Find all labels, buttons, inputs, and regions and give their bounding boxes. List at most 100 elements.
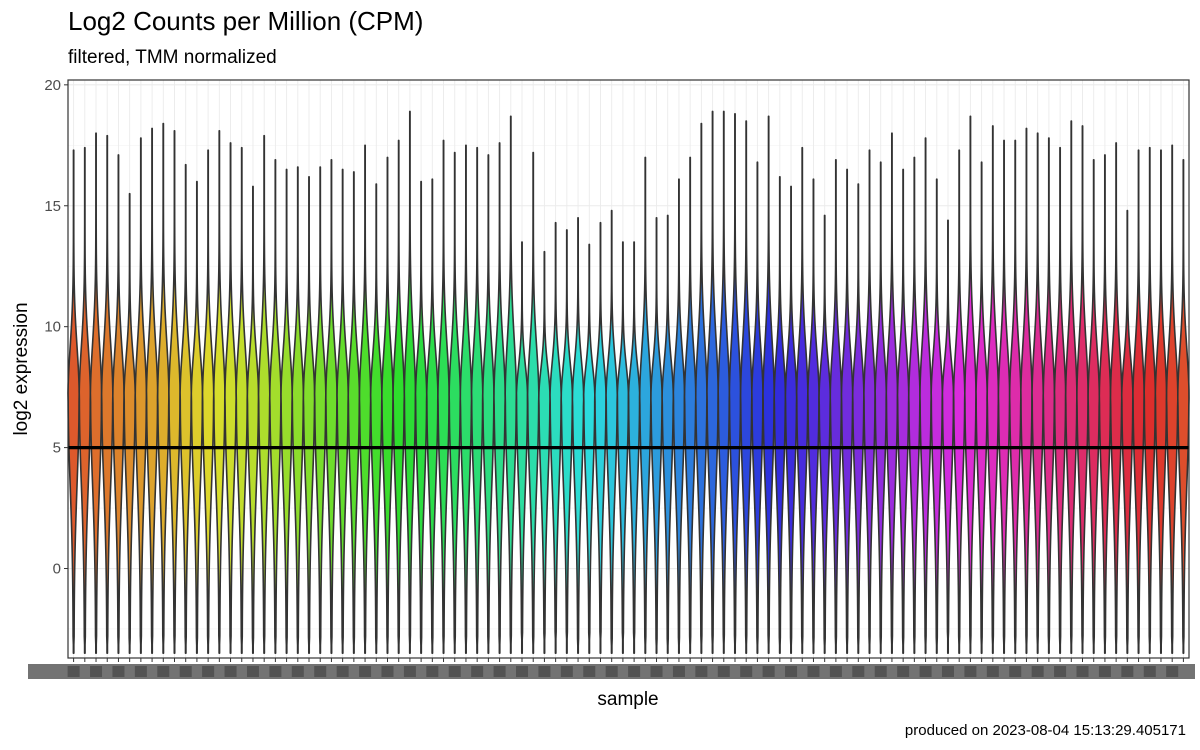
y-tick-label: 10 [44, 319, 61, 336]
x-tick-label-smudge [336, 666, 349, 677]
x-axis-title: sample [597, 689, 658, 710]
x-tick-label-smudge [1031, 666, 1044, 677]
x-tick-label-smudge [650, 666, 663, 677]
x-tick-label-smudge [538, 666, 551, 677]
violin [100, 134, 114, 654]
x-tick-label-smudge [762, 666, 775, 677]
y-axis: 0 5 10 15 20 [44, 77, 68, 578]
x-tick-label-smudge [717, 666, 730, 677]
violin [257, 134, 271, 654]
x-tick-label-smudge [1166, 666, 1179, 677]
x-tick-label-smudge [829, 666, 842, 677]
violin [336, 168, 350, 654]
x-tick-label-smudge [381, 666, 394, 677]
x-tick-label-smudge [897, 666, 910, 677]
x-tick-label-smudge [202, 666, 215, 677]
violin [683, 156, 697, 654]
x-tick-label-smudge [269, 666, 282, 677]
violin [851, 183, 865, 654]
violin [739, 120, 753, 654]
violin [67, 149, 80, 654]
x-tick-label-smudge [157, 666, 170, 677]
violin [650, 217, 663, 654]
violin [762, 115, 776, 654]
x-tick-label-smudge [986, 666, 999, 677]
violin [448, 151, 462, 654]
x-tick-label-smudge [1098, 666, 1111, 677]
violin-layer [67, 110, 1190, 654]
x-tick-label-smudge [852, 666, 865, 677]
violin [1132, 149, 1145, 654]
violin [190, 180, 204, 654]
violin [1098, 154, 1112, 654]
violin [594, 221, 607, 654]
x-tick-label-smudge [874, 666, 887, 677]
x-tick-label-smudge [67, 666, 80, 677]
x-tick-label-smudge [134, 666, 147, 677]
violin [145, 127, 159, 654]
panel-border [67, 79, 1190, 659]
x-tick-label-smudge [941, 666, 954, 677]
violin [885, 132, 899, 654]
x-tick-label-smudge [1054, 666, 1067, 677]
violin [280, 168, 294, 654]
violin [358, 144, 372, 654]
violin [807, 178, 820, 654]
x-tick-label-blur [28, 664, 1195, 679]
violin [526, 151, 540, 654]
violin [246, 185, 260, 654]
violin [89, 132, 103, 654]
x-tick-label-smudge [560, 666, 573, 677]
x-tick-label-smudge [605, 666, 618, 677]
y-tick-label: 5 [53, 440, 61, 457]
violin [661, 214, 675, 654]
x-tick-label-smudge [448, 666, 461, 677]
violin [392, 139, 406, 654]
x-tick-label-smudge [964, 666, 977, 677]
violin [504, 115, 518, 654]
violin [123, 192, 137, 654]
violin [481, 154, 495, 654]
x-tick-label-smudge [493, 666, 506, 677]
x-tick-label-smudge [112, 666, 125, 677]
violin [638, 156, 652, 654]
x-tick-label-smudge [1121, 666, 1134, 677]
violin [952, 149, 966, 654]
x-tick-label-smudge [695, 666, 708, 677]
violin [201, 149, 215, 654]
violin [706, 110, 719, 654]
violin [470, 146, 484, 654]
violin [784, 185, 798, 654]
x-tick-label-smudge [291, 666, 304, 677]
x-tick-label-smudge [785, 666, 798, 677]
x-tick-label-smudge [1076, 666, 1089, 677]
violin [560, 229, 574, 654]
violin [112, 154, 125, 654]
x-tick-label-smudge [90, 666, 103, 677]
y-tick-label: 15 [44, 198, 61, 215]
violin [829, 159, 843, 654]
violin [986, 125, 1000, 654]
x-tick-label-smudge [179, 666, 192, 677]
violin [1020, 127, 1033, 654]
violin [874, 161, 888, 654]
violin [751, 161, 764, 654]
x-tick-label-smudge [359, 666, 372, 677]
x-tick-label-smudge [807, 666, 820, 677]
plot-panel [67, 79, 1190, 659]
violin [224, 142, 237, 654]
violin [672, 178, 686, 654]
violin [795, 146, 809, 654]
y-tick-label: 20 [44, 77, 61, 94]
violin [896, 168, 910, 654]
chart-subtitle: filtered, TMM normalized [68, 47, 277, 68]
x-tick-label-smudge [224, 666, 237, 677]
violin [179, 163, 193, 654]
violin [975, 161, 988, 654]
violin [941, 219, 955, 654]
violin [1143, 146, 1157, 654]
violin [605, 209, 619, 654]
x-tick-label-smudge [403, 666, 416, 677]
x-tick-label-smudge [919, 666, 932, 677]
